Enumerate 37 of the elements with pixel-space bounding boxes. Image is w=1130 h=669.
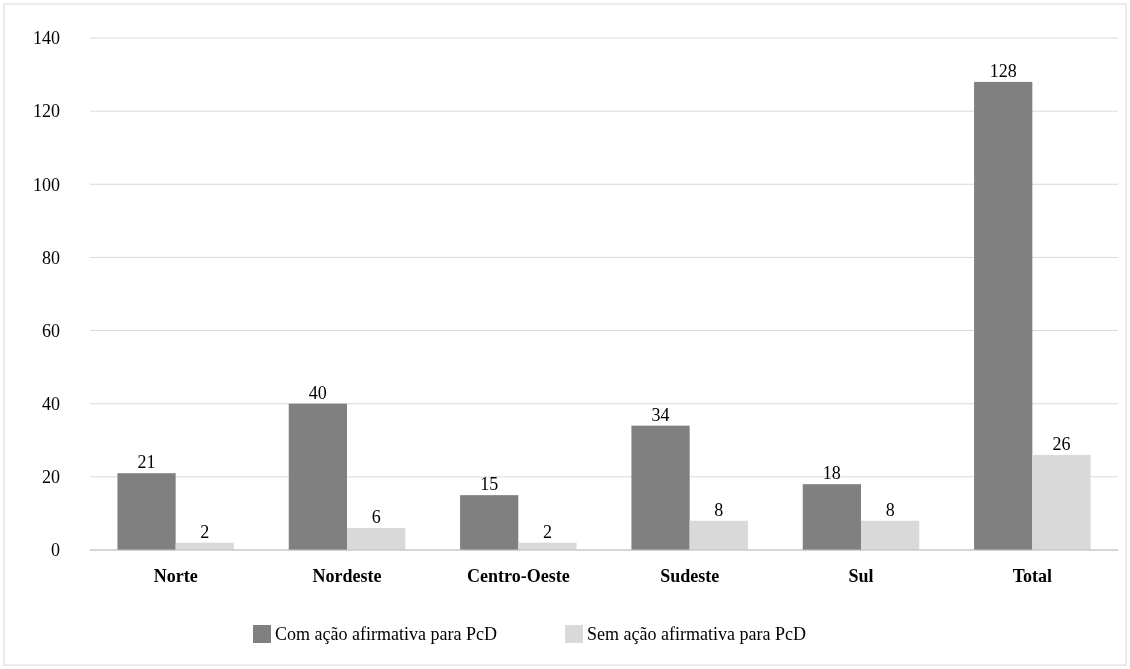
data-label: 128 <box>989 60 1017 81</box>
data-label: 8 <box>885 499 895 520</box>
bar <box>802 484 861 550</box>
y-tick-label: 120 <box>33 101 60 122</box>
data-label: 18 <box>822 463 841 484</box>
data-label: 2 <box>200 521 210 542</box>
data-label: 21 <box>137 452 156 473</box>
x-tick-label: Nordeste <box>312 566 382 586</box>
data-label: 8 <box>714 499 724 520</box>
y-tick-label: 140 <box>33 28 60 49</box>
data-label: 6 <box>371 507 381 528</box>
data-label: 26 <box>1052 433 1071 454</box>
x-tick-label: Centro-Oeste <box>467 566 570 586</box>
y-tick-label: 60 <box>42 320 60 341</box>
data-label: 2 <box>542 521 552 542</box>
bar <box>117 473 176 550</box>
x-tick-label: Total <box>1012 566 1053 586</box>
bar <box>689 520 748 550</box>
y-tick-label: 100 <box>33 174 60 195</box>
data-label: 15 <box>480 474 499 495</box>
bar <box>861 520 920 550</box>
legend-label: Sem ação afirmativa para PcD <box>587 624 806 645</box>
y-tick-label: 80 <box>42 247 60 268</box>
legend-label: Com ação afirmativa para PcD <box>275 624 497 645</box>
data-label: 34 <box>651 404 670 425</box>
y-tick-label: 0 <box>51 540 60 561</box>
x-tick-label: Sudeste <box>660 566 720 586</box>
data-label: 40 <box>308 382 327 403</box>
bar <box>974 81 1033 550</box>
bar <box>631 425 690 550</box>
x-tick-label: Norte <box>153 566 198 586</box>
bar <box>288 403 347 550</box>
y-tick-label: 20 <box>42 467 60 488</box>
bar <box>347 528 406 550</box>
x-tick-label: Sul <box>848 566 874 586</box>
bar <box>460 495 519 550</box>
y-tick-label: 40 <box>42 394 60 415</box>
